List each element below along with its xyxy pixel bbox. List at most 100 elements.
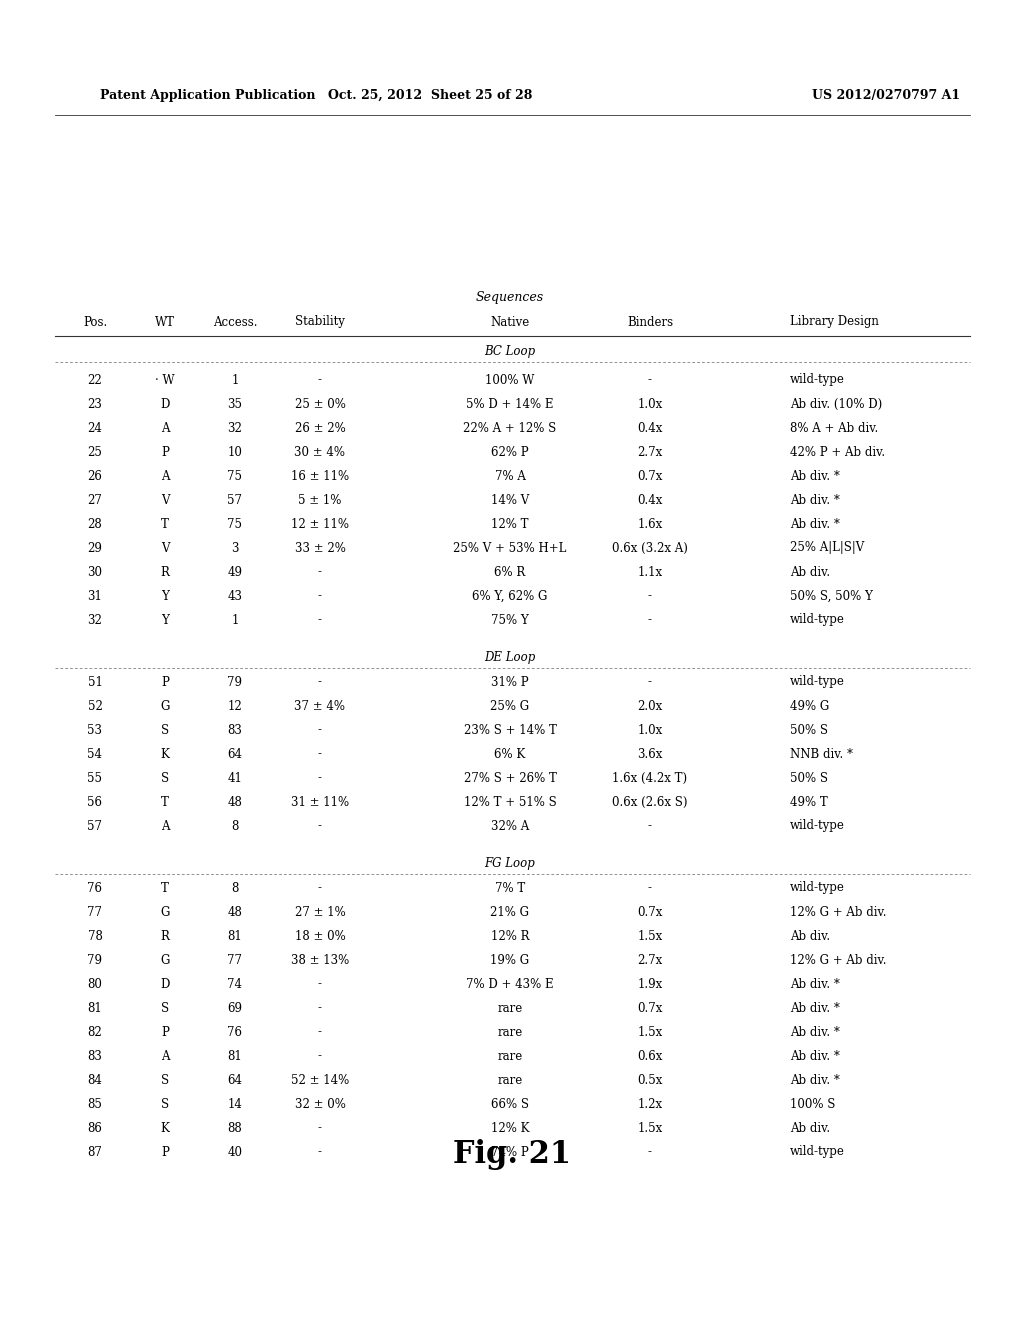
Text: 5% D + 14% E: 5% D + 14% E xyxy=(466,397,554,411)
Text: -: - xyxy=(318,978,322,990)
Text: T: T xyxy=(161,517,169,531)
Text: Ab div. *: Ab div. * xyxy=(790,1026,840,1039)
Text: -: - xyxy=(318,723,322,737)
Text: 50% S, 50% Y: 50% S, 50% Y xyxy=(790,590,872,602)
Text: 18 ± 0%: 18 ± 0% xyxy=(295,929,345,942)
Text: 50% S: 50% S xyxy=(790,771,828,784)
Text: 83: 83 xyxy=(227,723,243,737)
Text: 66% S: 66% S xyxy=(490,1097,529,1110)
Text: 27 ± 1%: 27 ± 1% xyxy=(295,906,345,919)
Text: -: - xyxy=(318,1002,322,1015)
Text: NNB div. *: NNB div. * xyxy=(790,747,853,760)
Text: 25 ± 0%: 25 ± 0% xyxy=(295,397,345,411)
Text: 5 ± 1%: 5 ± 1% xyxy=(298,494,342,507)
Text: Stability: Stability xyxy=(295,315,345,329)
Text: wild-type: wild-type xyxy=(790,1146,845,1159)
Text: -: - xyxy=(318,820,322,833)
Text: 1: 1 xyxy=(231,374,239,387)
Text: R: R xyxy=(161,929,169,942)
Text: -: - xyxy=(648,374,652,387)
Text: 79: 79 xyxy=(227,676,243,689)
Text: Y: Y xyxy=(161,614,169,627)
Text: 25% A|L|S|V: 25% A|L|S|V xyxy=(790,541,864,554)
Text: -: - xyxy=(318,374,322,387)
Text: 100% S: 100% S xyxy=(790,1097,836,1110)
Text: 8: 8 xyxy=(231,882,239,895)
Text: 43: 43 xyxy=(227,590,243,602)
Text: 74% P: 74% P xyxy=(492,1146,528,1159)
Text: · W: · W xyxy=(156,374,175,387)
Text: 48: 48 xyxy=(227,906,243,919)
Text: Ab div. *: Ab div. * xyxy=(790,470,840,483)
Text: 55: 55 xyxy=(87,771,102,784)
Text: 1.5x: 1.5x xyxy=(637,1026,663,1039)
Text: 0.7x: 0.7x xyxy=(637,906,663,919)
Text: -: - xyxy=(318,676,322,689)
Text: 56: 56 xyxy=(87,796,102,808)
Text: 12% K: 12% K xyxy=(490,1122,529,1134)
Text: 52 ± 14%: 52 ± 14% xyxy=(291,1073,349,1086)
Text: 25% V + 53% H+L: 25% V + 53% H+L xyxy=(454,541,566,554)
Text: 0.6x: 0.6x xyxy=(637,1049,663,1063)
Text: 1.0x: 1.0x xyxy=(637,397,663,411)
Text: S: S xyxy=(161,1097,169,1110)
Text: 76: 76 xyxy=(227,1026,243,1039)
Text: WT: WT xyxy=(155,315,175,329)
Text: A: A xyxy=(161,470,169,483)
Text: 0.7x: 0.7x xyxy=(637,470,663,483)
Text: 82: 82 xyxy=(88,1026,102,1039)
Text: P: P xyxy=(161,1026,169,1039)
Text: 12% T + 51% S: 12% T + 51% S xyxy=(464,796,556,808)
Text: Native: Native xyxy=(490,315,529,329)
Text: 79: 79 xyxy=(87,953,102,966)
Text: 8: 8 xyxy=(231,820,239,833)
Text: 16 ± 11%: 16 ± 11% xyxy=(291,470,349,483)
Text: A: A xyxy=(161,421,169,434)
Text: 12: 12 xyxy=(227,700,243,713)
Text: 85: 85 xyxy=(88,1097,102,1110)
Text: Ab div.: Ab div. xyxy=(790,929,830,942)
Text: Binders: Binders xyxy=(627,315,673,329)
Text: 14% V: 14% V xyxy=(490,494,529,507)
Text: 7% D + 43% E: 7% D + 43% E xyxy=(466,978,554,990)
Text: 76: 76 xyxy=(87,882,102,895)
Text: wild-type: wild-type xyxy=(790,614,845,627)
Text: 49% T: 49% T xyxy=(790,796,827,808)
Text: Fig. 21: Fig. 21 xyxy=(453,1139,571,1171)
Text: 1.6x (4.2x T): 1.6x (4.2x T) xyxy=(612,771,687,784)
Text: 75% Y: 75% Y xyxy=(492,614,528,627)
Text: Ab div. *: Ab div. * xyxy=(790,1002,840,1015)
Text: 26: 26 xyxy=(88,470,102,483)
Text: 12% T: 12% T xyxy=(492,517,528,531)
Text: rare: rare xyxy=(498,1002,522,1015)
Text: -: - xyxy=(318,1026,322,1039)
Text: -: - xyxy=(318,614,322,627)
Text: 26 ± 2%: 26 ± 2% xyxy=(295,421,345,434)
Text: R: R xyxy=(161,565,169,578)
Text: 2.0x: 2.0x xyxy=(637,700,663,713)
Text: 62% P: 62% P xyxy=(492,446,528,458)
Text: 7% A: 7% A xyxy=(495,470,525,483)
Text: 78: 78 xyxy=(88,929,102,942)
Text: 81: 81 xyxy=(227,929,243,942)
Text: 23% S + 14% T: 23% S + 14% T xyxy=(464,723,556,737)
Text: 1.2x: 1.2x xyxy=(637,1097,663,1110)
Text: 88: 88 xyxy=(227,1122,243,1134)
Text: 87: 87 xyxy=(88,1146,102,1159)
Text: 1.5x: 1.5x xyxy=(637,929,663,942)
Text: 83: 83 xyxy=(88,1049,102,1063)
Text: 51: 51 xyxy=(88,676,102,689)
Text: 74: 74 xyxy=(227,978,243,990)
Text: K: K xyxy=(161,1122,169,1134)
Text: S: S xyxy=(161,1073,169,1086)
Text: 57: 57 xyxy=(87,820,102,833)
Text: G: G xyxy=(161,700,170,713)
Text: D: D xyxy=(161,397,170,411)
Text: 64: 64 xyxy=(227,1073,243,1086)
Text: Ab div.: Ab div. xyxy=(790,565,830,578)
Text: BC Loop: BC Loop xyxy=(484,346,536,359)
Text: 81: 81 xyxy=(88,1002,102,1015)
Text: S: S xyxy=(161,723,169,737)
Text: rare: rare xyxy=(498,1049,522,1063)
Text: 8% A + Ab div.: 8% A + Ab div. xyxy=(790,421,879,434)
